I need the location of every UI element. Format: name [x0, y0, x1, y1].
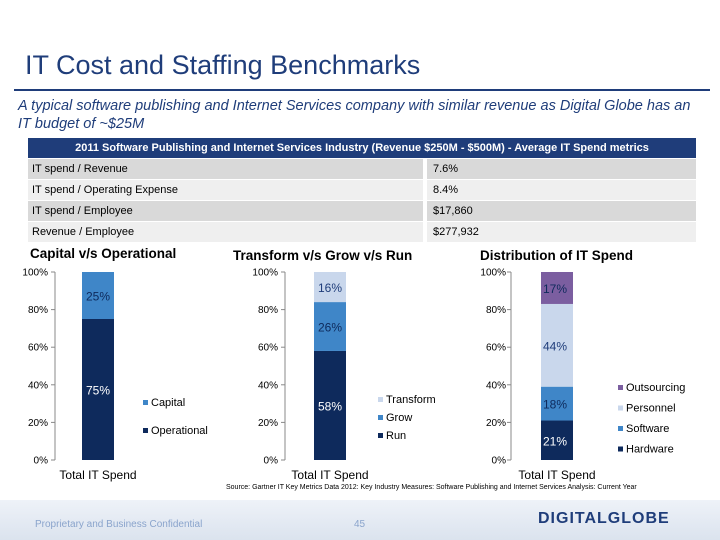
- legend-swatch: [618, 385, 623, 390]
- category-label: Total IT Spend: [291, 468, 368, 482]
- metrics-table-header: 2011 Software Publishing and Internet Se…: [28, 138, 696, 158]
- legend-entry: Capital: [151, 397, 185, 409]
- legend-swatch: [618, 405, 623, 411]
- bar-segment-personnel: [541, 303, 573, 387]
- y-tick-label: 100%: [480, 268, 506, 279]
- table-row: IT spend / Revenue 7.6%: [28, 159, 696, 179]
- category-label: Total IT Spend: [59, 468, 136, 482]
- y-tick-label: 60%: [486, 343, 506, 354]
- legend-swatch: [143, 400, 148, 405]
- bar-segment-software: [541, 386, 573, 421]
- title-divider: [14, 89, 710, 91]
- bar-segment-transform: [314, 272, 346, 303]
- y-tick-label: 20%: [28, 418, 48, 429]
- category-label: Total IT Spend: [518, 468, 595, 482]
- table-cell-value: $17,860: [427, 201, 696, 221]
- y-tick-label: 0%: [34, 456, 49, 467]
- table-cell-label: IT spend / Revenue: [28, 159, 423, 179]
- legend-swatch: [378, 415, 383, 420]
- legend-swatch: [618, 426, 623, 431]
- chart-title-capital: Capital v/s Operational: [30, 246, 177, 261]
- y-tick-label: 60%: [258, 343, 278, 354]
- y-tick-label: 100%: [252, 268, 278, 279]
- legend-swatch: [143, 428, 148, 433]
- legend-entry: Hardware: [626, 444, 674, 456]
- y-tick-label: 40%: [258, 380, 278, 391]
- data-label: 58%: [318, 399, 342, 413]
- legend-entry: Personnel: [626, 403, 676, 415]
- chart-title-transform: Transform v/s Grow v/s Run: [233, 248, 413, 263]
- chart-title-distribution: Distribution of IT Spend: [480, 248, 633, 263]
- bar-segment-capital: [82, 272, 114, 319]
- table-cell-value: $277,932: [427, 222, 696, 242]
- y-tick-label: 80%: [28, 305, 48, 316]
- y-tick-label: 40%: [486, 380, 506, 391]
- page-title: IT Cost and Staffing Benchmarks: [25, 50, 421, 80]
- legend-entry: Run: [386, 430, 406, 442]
- y-tick-label: 20%: [258, 418, 278, 429]
- data-label: 75%: [86, 384, 110, 398]
- legend-entry: Operational: [151, 425, 208, 437]
- table-cell-label: Revenue / Employee: [28, 222, 423, 242]
- page-number: 45: [354, 519, 366, 530]
- data-label: 21%: [543, 434, 567, 448]
- bar-segment-outsourcing: [541, 272, 573, 304]
- data-label: 26%: [318, 321, 342, 335]
- data-label: 25%: [86, 290, 110, 304]
- table-row: IT spend / Operating Expense 8.4%: [28, 180, 696, 200]
- bar-segment-hardware: [541, 420, 573, 460]
- table-cell-value: 8.4%: [427, 180, 696, 200]
- legend-swatch: [378, 397, 383, 402]
- data-label: 16%: [318, 281, 342, 295]
- table-cell-label: IT spend / Operating Expense: [28, 180, 423, 200]
- y-tick-label: 100%: [22, 268, 48, 279]
- y-tick-label: 0%: [492, 456, 507, 467]
- metrics-table: 2011 Software Publishing and Internet Se…: [28, 138, 696, 242]
- table-cell-label: IT spend / Employee: [28, 201, 423, 221]
- y-tick-label: 20%: [486, 418, 506, 429]
- table-row: Revenue / Employee $277,932: [28, 222, 696, 242]
- data-label: 44%: [543, 339, 567, 353]
- footer-confidential: Proprietary and Business Confidential: [35, 519, 203, 530]
- bar-segment-operational: [82, 319, 114, 460]
- y-tick-label: 60%: [28, 343, 48, 354]
- digitalglobe-logo: DIGITALGLOBE: [538, 510, 670, 527]
- legend-swatch: [618, 446, 623, 452]
- legend-entry: Grow: [386, 412, 412, 424]
- bar-segment-run: [314, 350, 346, 460]
- y-tick-label: 40%: [28, 380, 48, 391]
- table-row: IT spend / Employee $17,860: [28, 201, 696, 221]
- legend-entry: Software: [626, 423, 669, 435]
- y-tick-label: 80%: [258, 305, 278, 316]
- y-tick-label: 80%: [486, 305, 506, 316]
- data-label: 17%: [543, 282, 567, 296]
- table-cell-value: 7.6%: [427, 159, 696, 179]
- bar-segment-grow: [314, 302, 346, 351]
- footer-bar: [0, 500, 720, 540]
- legend-swatch: [378, 433, 383, 438]
- data-label: 18%: [543, 398, 567, 412]
- page-subtitle: A typical software publishing and Intern…: [18, 98, 691, 132]
- source-note: Source: Gartner IT Key Metrics Data 2012…: [226, 484, 637, 491]
- legend-entry: Outsourcing: [626, 382, 685, 394]
- legend-entry: Transform: [386, 394, 436, 406]
- y-tick-label: 0%: [264, 456, 279, 467]
